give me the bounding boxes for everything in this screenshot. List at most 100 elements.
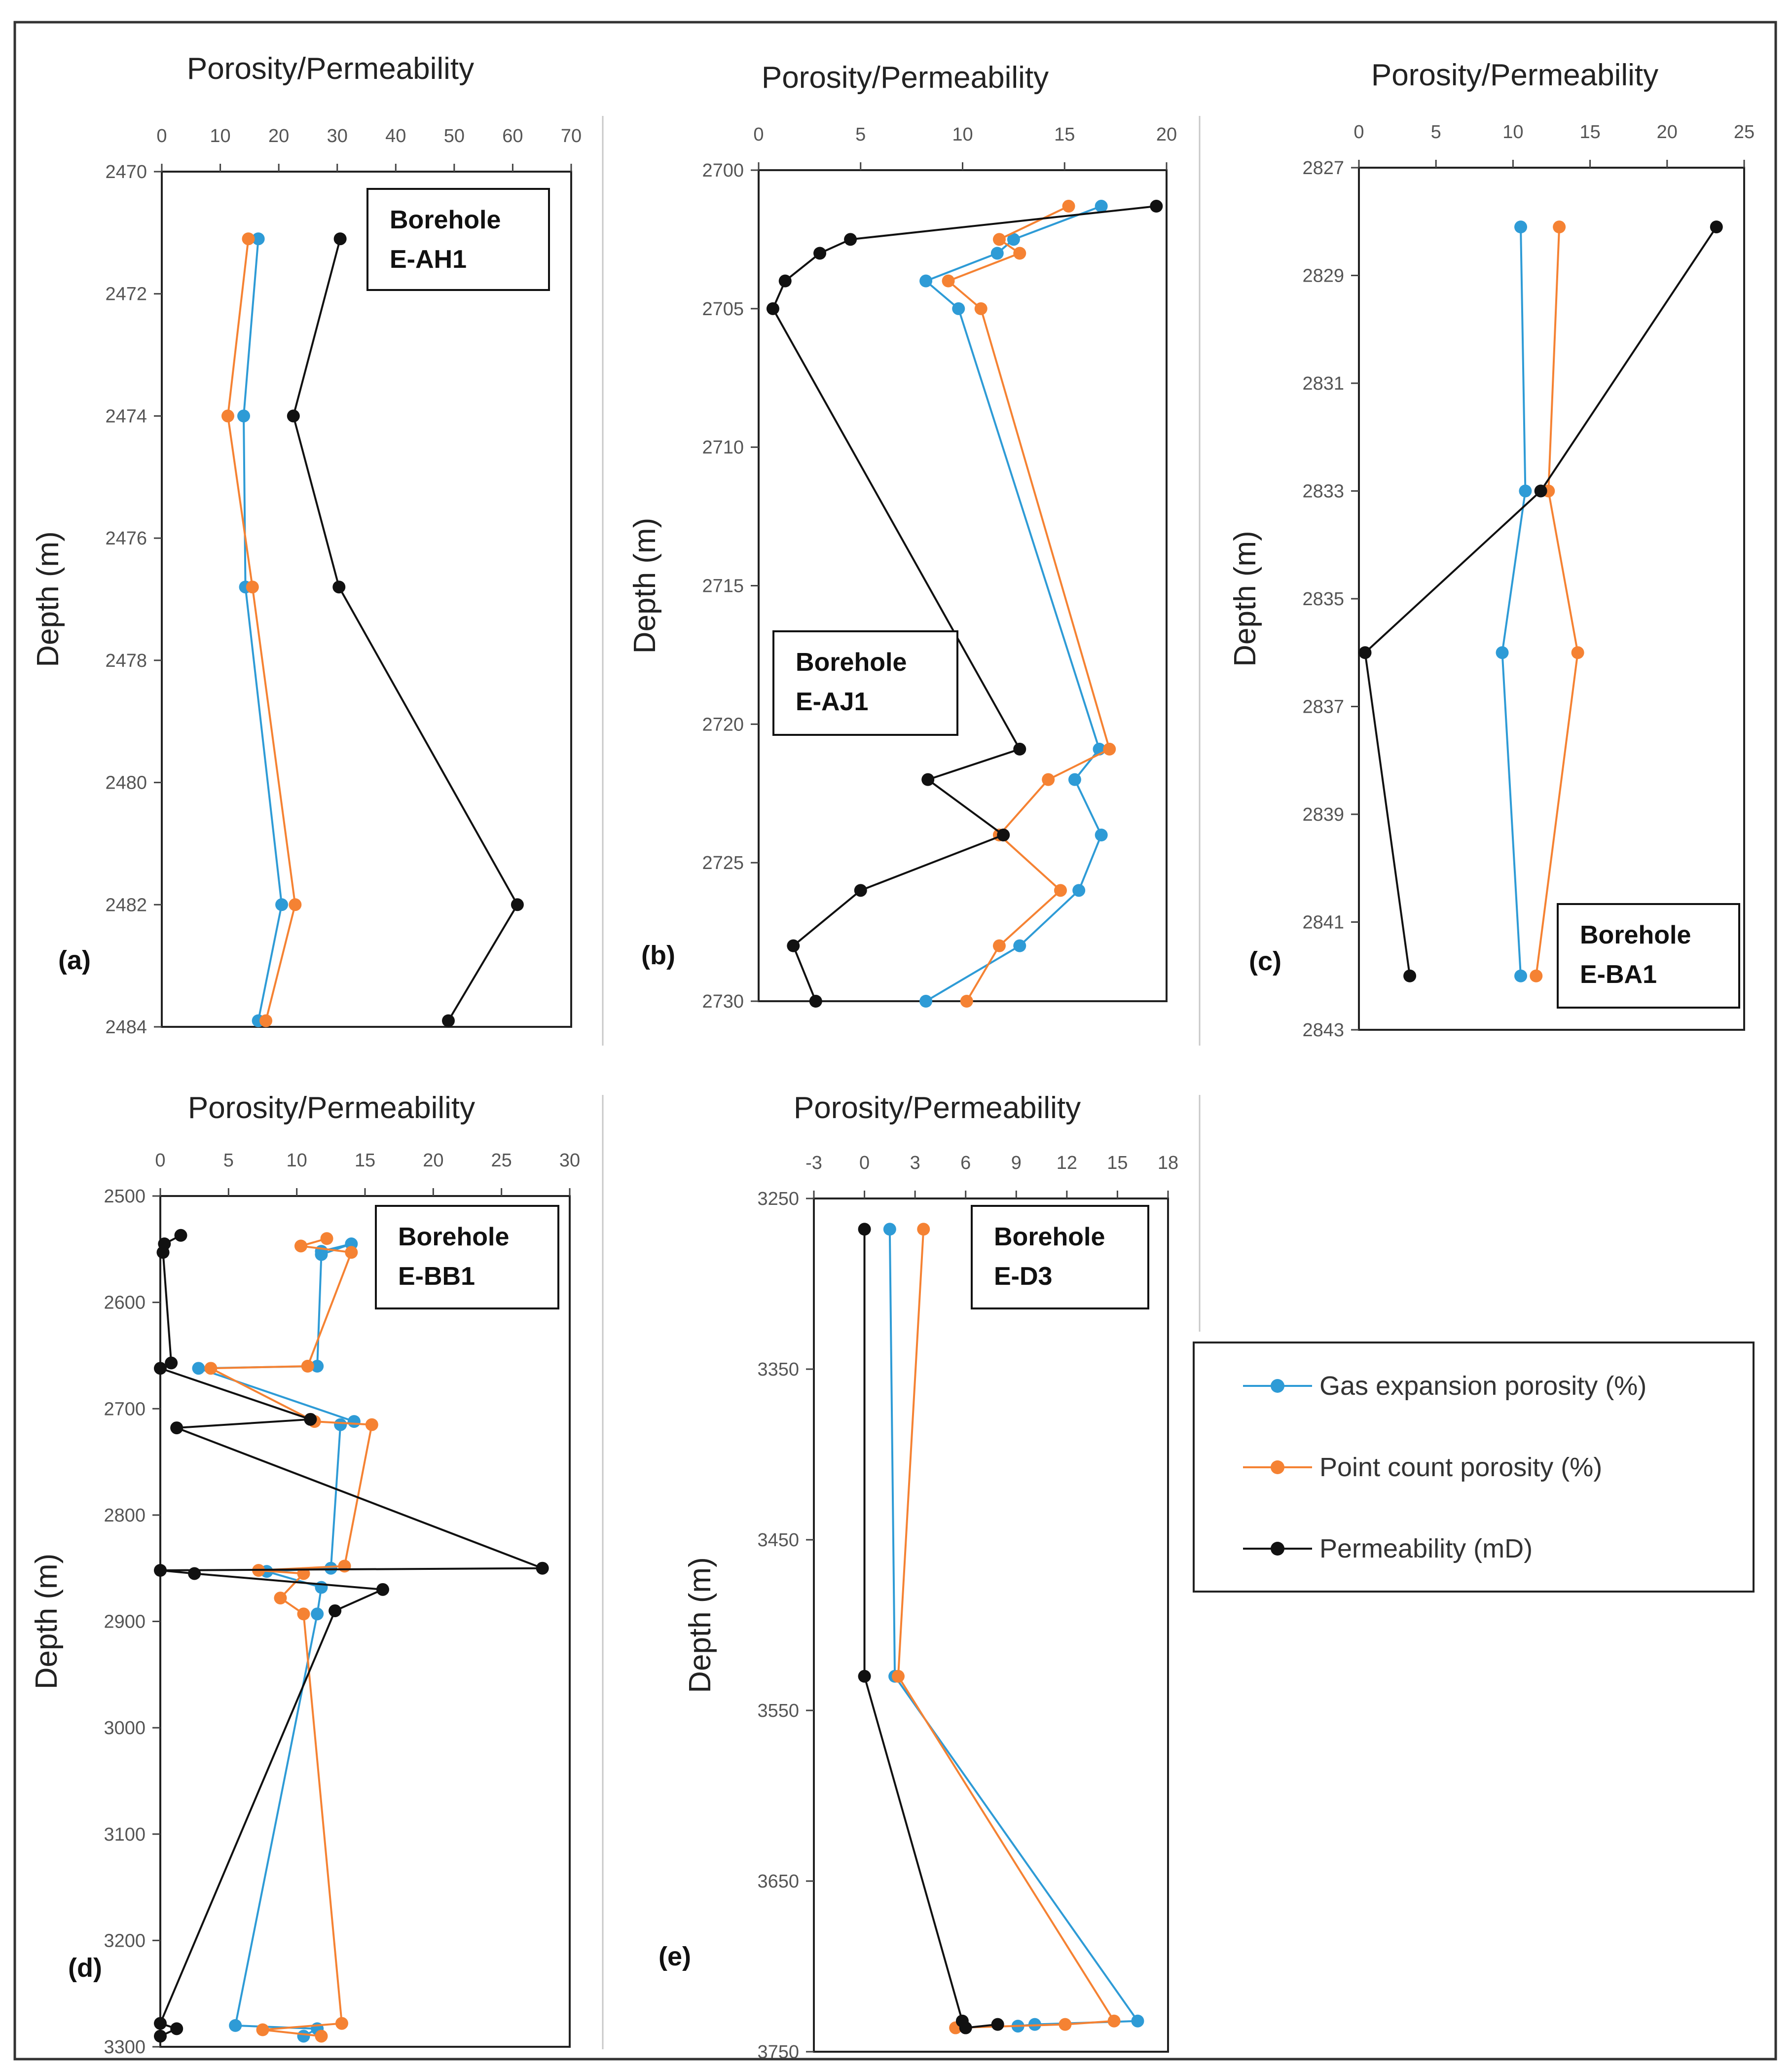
y-tick-label: 2700 [702,160,744,181]
y-tick-label: 2478 [105,651,147,671]
data-point [252,232,265,246]
data-point [992,939,1006,952]
x-tick-label: 10 [287,1150,307,1171]
y-tick-label: 2827 [1302,158,1344,179]
data-point [1107,2014,1121,2028]
data-point [511,898,524,911]
x-tick-label: 3 [910,1153,920,1173]
data-point [844,233,857,246]
data-point [376,1583,389,1596]
data-point [992,233,1006,246]
data-point [338,1560,351,1573]
data-point [1710,220,1723,234]
data-point [960,995,973,1008]
y-tick-label: 2705 [702,299,744,320]
data-point [1042,773,1055,786]
x-tick-label: 15 [1054,124,1075,145]
y-axis-label: Depth (m) [628,518,662,654]
y-tick-label: 2482 [105,895,147,915]
data-point [813,247,827,260]
data-point [188,1567,201,1580]
y-axis-label: Depth (m) [30,1554,64,1690]
data-point [1013,247,1026,260]
data-point [1530,969,1543,982]
data-point [156,1246,170,1259]
data-point [858,1669,871,1683]
x-tick-label: 20 [268,126,289,146]
data-point [154,1362,167,1375]
data-point [192,1362,205,1375]
data-point [256,2023,269,2036]
data-point [324,1561,337,1575]
data-point [891,1669,905,1683]
chart-panel: Porosity/Permeability 0 10 20 30 40 50 60 70 2470… [31,52,582,1038]
data-point [919,274,933,288]
data-point [229,2019,242,2032]
data-point [1072,884,1086,897]
chart-title: Porosity/Permeability [1371,58,1658,92]
data-point [1013,742,1026,756]
data-point [990,247,1004,260]
data-point [442,1014,455,1027]
data-point [274,1592,287,1605]
data-point [766,302,779,315]
borehole-name: E-AH1 [390,245,467,274]
x-tick-label: 10 [1502,122,1523,143]
figure-frame [13,21,1777,2061]
x-tick-label: 70 [561,126,582,146]
data-point [170,2022,183,2035]
y-tick-label: 2476 [105,528,147,549]
borehole-name: E-BB1 [398,1262,475,1291]
plot-area [161,171,572,1028]
x-tick-label: 18 [1158,1153,1178,1173]
data-point [242,232,255,246]
x-tick-label: 15 [1107,1153,1128,1173]
y-tick-label: 2700 [104,1399,146,1419]
data-point [787,939,800,952]
panel-label: (e) [658,1942,691,1971]
borehole-box [375,1205,559,1309]
y-tick-label: 2730 [702,991,744,1012]
data-point [1496,646,1509,659]
chart-panel: Porosity/Permeability 0 5 10 15 20 25 30 2500 260… [30,1091,580,2058]
y-tick-label: 2837 [1302,697,1344,718]
x-tick-label: 12 [1057,1153,1077,1173]
data-point [942,274,955,288]
x-tick-label: 10 [952,124,973,145]
y-tick-label: 2841 [1302,912,1344,933]
x-tick-label: 5 [855,124,866,145]
y-tick-label: 3550 [757,1701,799,1721]
plot-area [813,1197,1169,2053]
data-point [297,1607,310,1621]
data-point [858,1223,871,1236]
data-point [311,1607,324,1621]
x-tick-label: 9 [1011,1153,1022,1173]
data-point [335,2017,348,2030]
data-point [1095,829,1108,841]
y-tick-label: 2831 [1302,373,1344,394]
data-point [204,1362,218,1375]
x-tick-label: 20 [423,1150,443,1171]
legend-entry-point-count: Point count porosity (%) [1243,1452,1602,1482]
x-tick-label: 15 [355,1150,375,1171]
x-tick-label: 25 [1734,122,1755,143]
data-point [809,995,822,1008]
x-tick-label: 0 [859,1153,870,1173]
x-tick-label: 0 [1353,122,1364,143]
y-tick-label: 3300 [104,2037,146,2058]
series-line [1535,227,1579,977]
y-tick-label: 2480 [105,773,147,794]
data-point [1571,646,1584,659]
y-axis-label: Depth (m) [1228,531,1262,667]
data-point [1553,220,1566,234]
data-point [883,1223,896,1236]
panel-label: (c) [1249,946,1281,976]
data-point [1068,773,1081,786]
data-point [332,580,346,594]
x-tick-label: -3 [805,1153,822,1173]
x-tick-label: 30 [559,1150,580,1171]
data-point [259,1014,273,1027]
data-point [1403,969,1417,982]
